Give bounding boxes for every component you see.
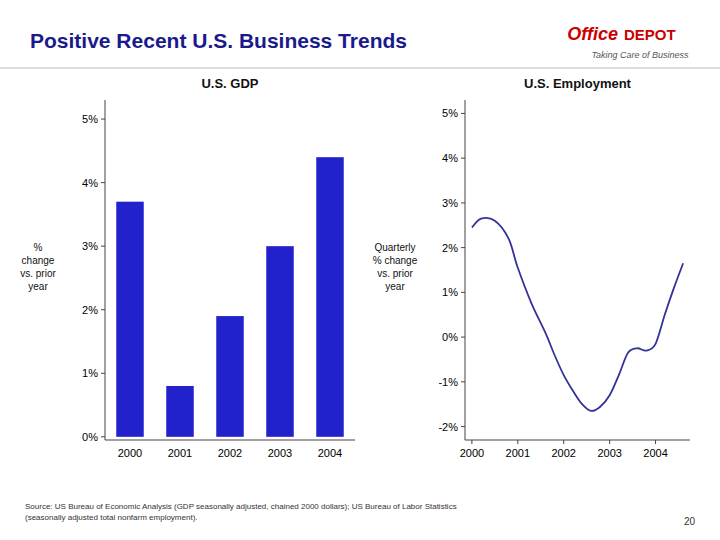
bar bbox=[116, 202, 144, 437]
y-tick-label: 1% bbox=[442, 286, 458, 298]
y-tick-label: -1% bbox=[438, 376, 458, 388]
y-tick bbox=[461, 247, 465, 248]
y-tick bbox=[101, 119, 105, 120]
y-tick-label: 4% bbox=[82, 177, 98, 189]
y-tick-label: 2% bbox=[82, 304, 98, 316]
source-note-line: Source: US Bureau of Economic Analysis (… bbox=[25, 502, 457, 511]
y-axis-label: Quarterly % change vs. prior year bbox=[373, 242, 418, 292]
y-axis-label-line: % bbox=[34, 242, 43, 253]
y-tick-label: 0% bbox=[442, 331, 458, 343]
y-axis: 0% 1% 2% 3% 4% 5% bbox=[82, 100, 105, 443]
chart-title: U.S. GDP bbox=[201, 76, 258, 91]
y-tick-label: 3% bbox=[442, 197, 458, 209]
y-tick bbox=[461, 426, 465, 427]
bar bbox=[166, 386, 194, 437]
x-tick bbox=[609, 440, 610, 444]
logo-office: Office bbox=[567, 24, 618, 44]
x-tick-label: 2003 bbox=[268, 447, 292, 459]
x-tick-label: 2001 bbox=[506, 447, 530, 459]
chart-bar: U.S. GDP% change vs. prior year 0% 1% 2% 3% 4% 5%… bbox=[20, 76, 355, 459]
x-axis: 2000 2001 2002 2003 2004 bbox=[460, 440, 690, 459]
source-note: Source: US Bureau of Economic Analysis (… bbox=[25, 502, 457, 522]
y-tick-label: 1% bbox=[82, 367, 98, 379]
bar bbox=[266, 246, 294, 437]
x-tick-label: 2004 bbox=[318, 447, 342, 459]
y-tick bbox=[461, 202, 465, 203]
y-tick-label: 0% bbox=[82, 431, 98, 443]
x-tick bbox=[517, 440, 518, 444]
y-tick-label: -2% bbox=[438, 421, 458, 433]
y-tick bbox=[461, 337, 465, 338]
y-axis-label: % change vs. prior year bbox=[20, 242, 56, 292]
source-note-line: (seasonally adjusted total nonfarm emplo… bbox=[25, 513, 198, 522]
bar bbox=[216, 316, 244, 437]
line-series bbox=[472, 218, 683, 411]
bar bbox=[316, 157, 344, 437]
y-tick bbox=[461, 158, 465, 159]
y-axis-label-line: year bbox=[385, 281, 405, 292]
plot-area bbox=[116, 157, 344, 437]
x-tick bbox=[655, 440, 656, 444]
y-tick-label: 4% bbox=[442, 152, 458, 164]
y-tick bbox=[101, 309, 105, 310]
chart-line: U.S. Employment Quarterly % change vs. prio… bbox=[373, 76, 690, 459]
x-tick-label: 2003 bbox=[597, 447, 621, 459]
x-tick bbox=[471, 440, 472, 444]
x-tick-label: 2001 bbox=[168, 447, 192, 459]
x-axis-line bbox=[465, 440, 690, 441]
x-axis-line bbox=[105, 440, 355, 441]
x-tick-label: 2002 bbox=[551, 447, 575, 459]
y-tick bbox=[101, 182, 105, 183]
y-tick-label: 5% bbox=[442, 107, 458, 119]
x-tick-label: 2000 bbox=[460, 447, 484, 459]
y-tick bbox=[461, 381, 465, 382]
chart-title: U.S. Employment bbox=[524, 76, 632, 91]
logo-depot: DEPOT bbox=[624, 26, 676, 43]
y-tick-label: 3% bbox=[82, 240, 98, 252]
y-tick bbox=[101, 373, 105, 374]
header-rule bbox=[0, 68, 720, 69]
y-axis-line bbox=[465, 100, 466, 440]
y-axis-label-line: Quarterly bbox=[374, 242, 415, 253]
logo-tagline: Taking Care of Business bbox=[591, 50, 689, 60]
y-axis-label-line: vs. prior bbox=[20, 268, 56, 279]
y-tick-label: 2% bbox=[442, 242, 458, 254]
chart-page: Positive Recent U.S. Business Trends Offi… bbox=[0, 0, 720, 540]
y-axis-label-line: % change bbox=[373, 255, 418, 266]
y-tick bbox=[461, 113, 465, 114]
x-tick-label: 2002 bbox=[218, 447, 242, 459]
x-axis: 2000 2001 2002 2003 2004 bbox=[105, 440, 355, 459]
x-tick-label: 2004 bbox=[643, 447, 667, 459]
page-number: 20 bbox=[684, 516, 696, 527]
y-axis-label-line: change bbox=[22, 255, 55, 266]
plot-area bbox=[472, 218, 683, 411]
y-axis-label-line: vs. prior bbox=[377, 268, 413, 279]
y-axis-line bbox=[105, 100, 106, 440]
y-tick-label: 5% bbox=[82, 113, 98, 125]
y-tick bbox=[101, 246, 105, 247]
y-tick bbox=[101, 436, 105, 437]
x-tick bbox=[563, 440, 564, 444]
page-title: Positive Recent U.S. Business Trends bbox=[30, 29, 407, 52]
y-tick bbox=[461, 292, 465, 293]
y-axis-label-line: year bbox=[28, 281, 48, 292]
x-tick-label: 2000 bbox=[118, 447, 142, 459]
y-axis: -2% -1% 0% 1% 2% 3% 4% 5% bbox=[438, 100, 465, 440]
